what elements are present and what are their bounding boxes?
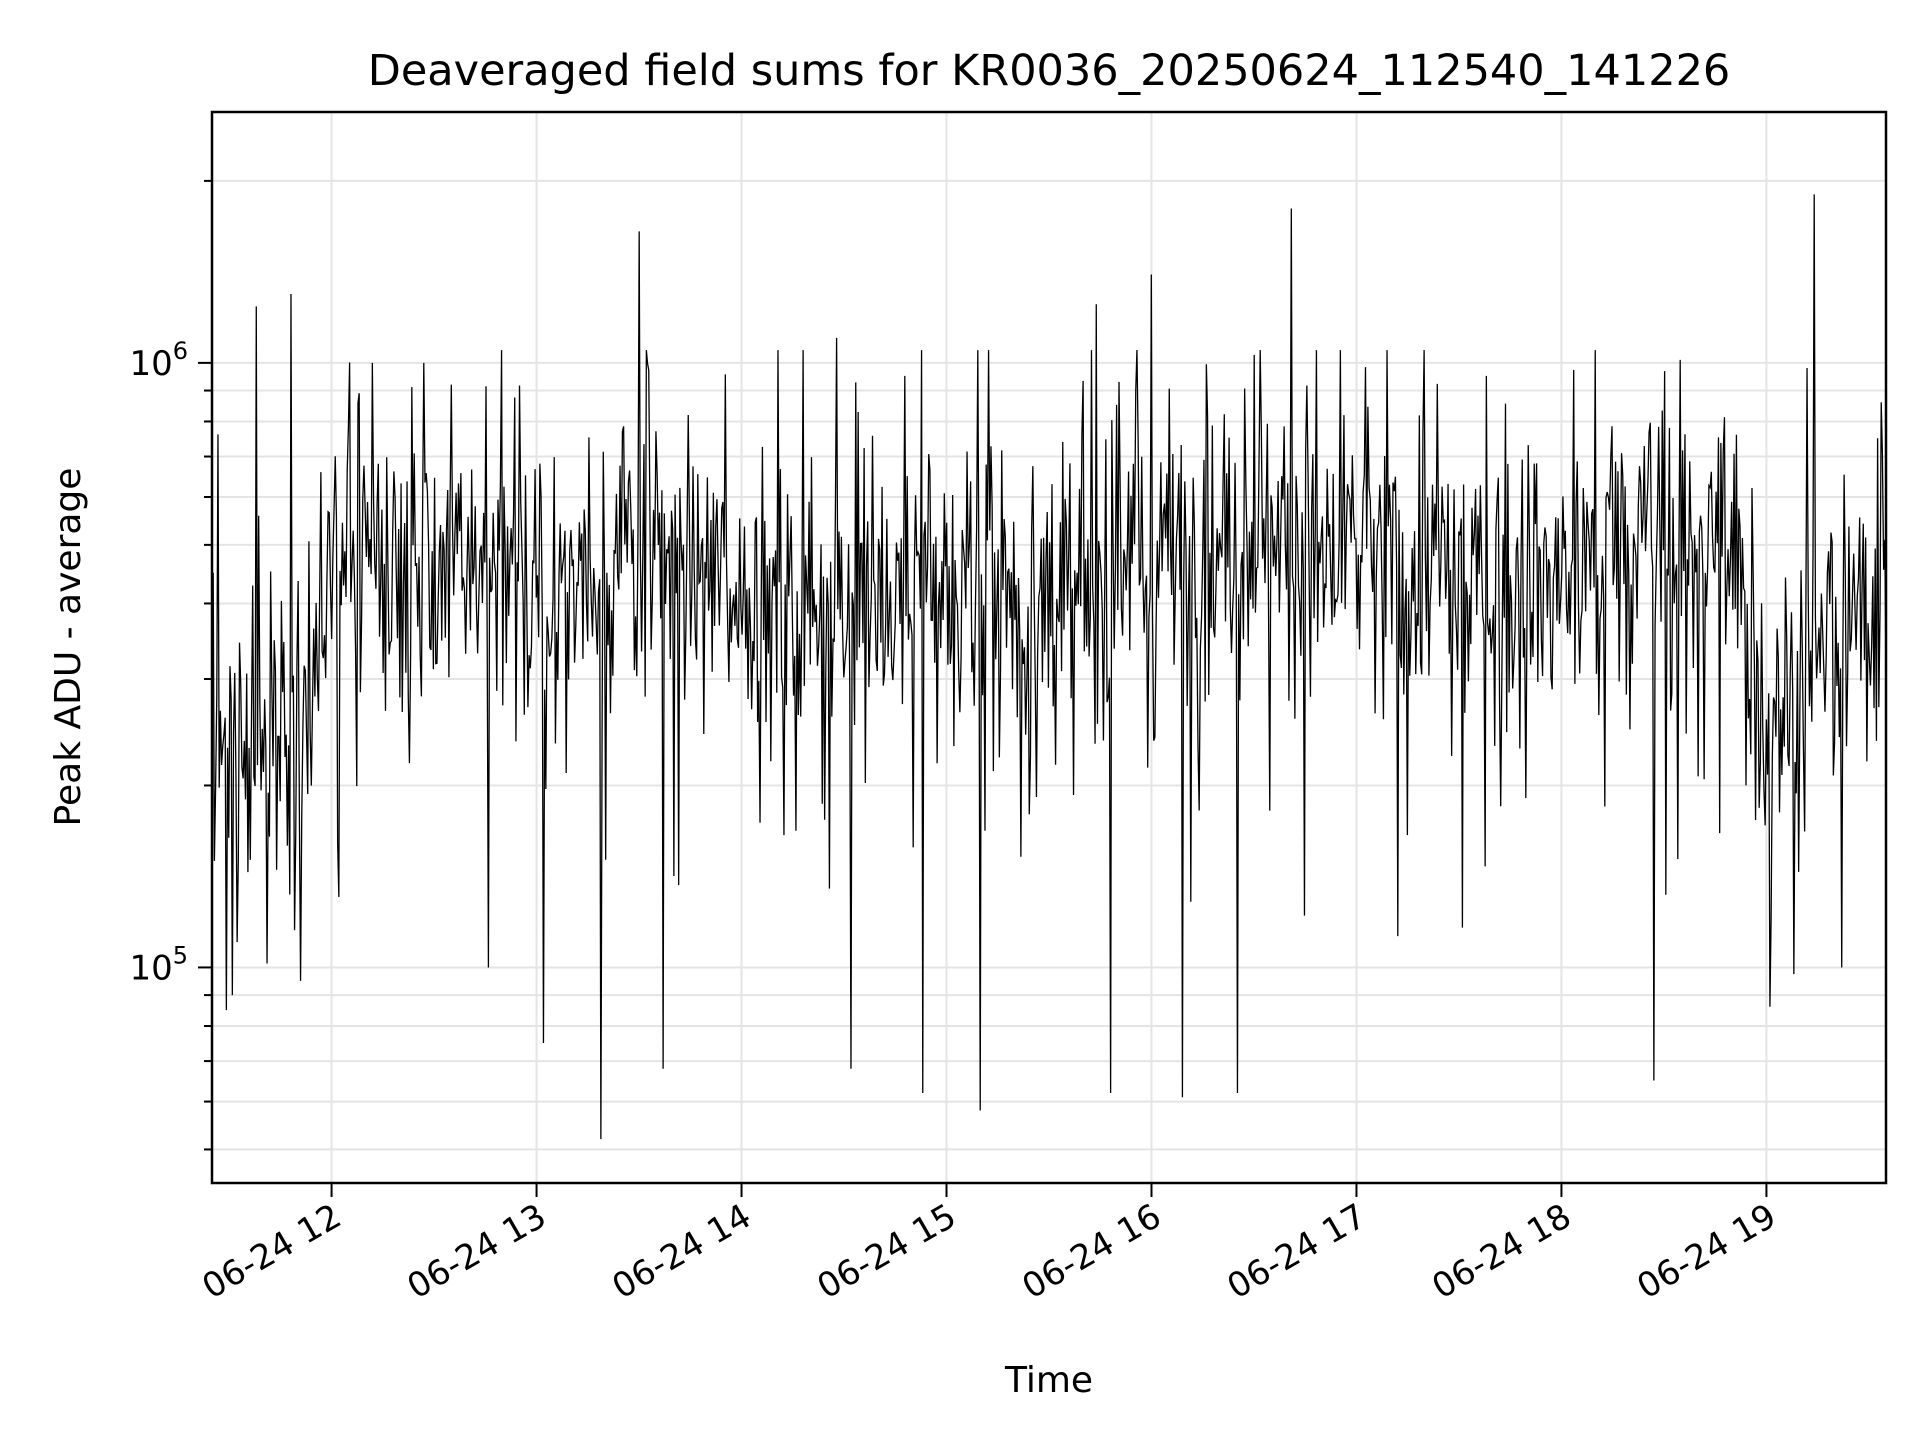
y-tick-label: 106	[129, 337, 188, 384]
chart-title: Deaveraged field sums for KR0036_2025062…	[368, 46, 1731, 96]
y-axis-label: Peak ADU - average	[48, 468, 89, 827]
series-line	[211, 194, 1887, 1140]
x-axis-label: Time	[1004, 1360, 1093, 1401]
series-line-group	[211, 194, 1887, 1140]
y-tick-label: 105	[129, 941, 188, 988]
plot-frame	[210, 110, 1888, 1185]
